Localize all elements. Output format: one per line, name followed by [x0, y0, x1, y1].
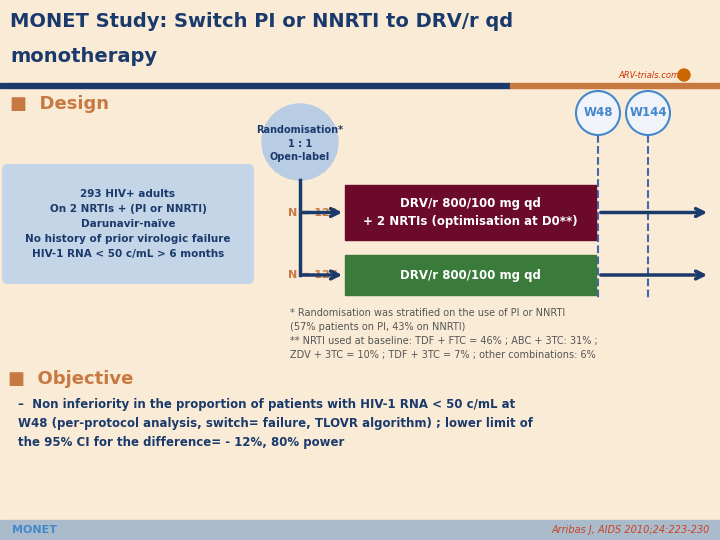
- Text: ARV-trials.com: ARV-trials.com: [619, 71, 680, 79]
- Text: Open-label: Open-label: [270, 152, 330, 162]
- Circle shape: [576, 91, 620, 135]
- Text: MONET Study: Switch PI or NNRTI to DRV/r qd: MONET Study: Switch PI or NNRTI to DRV/r…: [10, 12, 513, 31]
- Bar: [0, 520, 720, 540]
- Circle shape: [262, 104, 338, 180]
- Bar: [345, 255, 596, 295]
- Text: –  Non inferiority in the proportion of patients with HIV-1 RNA < 50 c/mL at
W48: – Non inferiority in the proportion of p…: [18, 398, 533, 449]
- Bar: [345, 185, 596, 240]
- Text: Arribas J, AIDS 2010;24:223-230: Arribas J, AIDS 2010;24:223-230: [552, 525, 710, 535]
- Text: DRV/r 800/100 mg qd: DRV/r 800/100 mg qd: [400, 268, 541, 281]
- Circle shape: [678, 69, 690, 81]
- Text: DRV/r 800/100 mg qd
+ 2 NRTIs (optimisation at D0**): DRV/r 800/100 mg qd + 2 NRTIs (optimisat…: [363, 197, 578, 228]
- FancyBboxPatch shape: [3, 165, 253, 283]
- Text: W144: W144: [629, 106, 667, 119]
- Text: ■  Objective: ■ Objective: [8, 370, 133, 388]
- Text: 293 HIV+ adults
On 2 NRTIs + (PI or NNRTI)
Darunavir-naïve
No history of prior v: 293 HIV+ adults On 2 NRTIs + (PI or NNRT…: [25, 188, 230, 259]
- Circle shape: [626, 91, 670, 135]
- Text: N = 127: N = 127: [289, 270, 338, 280]
- Text: Randomisation*: Randomisation*: [256, 125, 343, 135]
- Text: N = 129: N = 129: [289, 207, 338, 218]
- Text: MONET: MONET: [12, 525, 57, 535]
- Bar: [510, 83, 720, 88]
- Text: W48: W48: [583, 106, 613, 119]
- Bar: [0, 83, 510, 88]
- Text: ■  Design: ■ Design: [10, 95, 109, 113]
- Text: * Randomisation was stratified on the use of PI or NNRTI
(57% patients on PI, 43: * Randomisation was stratified on the us…: [290, 308, 598, 360]
- Text: monotherapy: monotherapy: [10, 47, 157, 66]
- Text: 1 : 1: 1 : 1: [288, 139, 312, 149]
